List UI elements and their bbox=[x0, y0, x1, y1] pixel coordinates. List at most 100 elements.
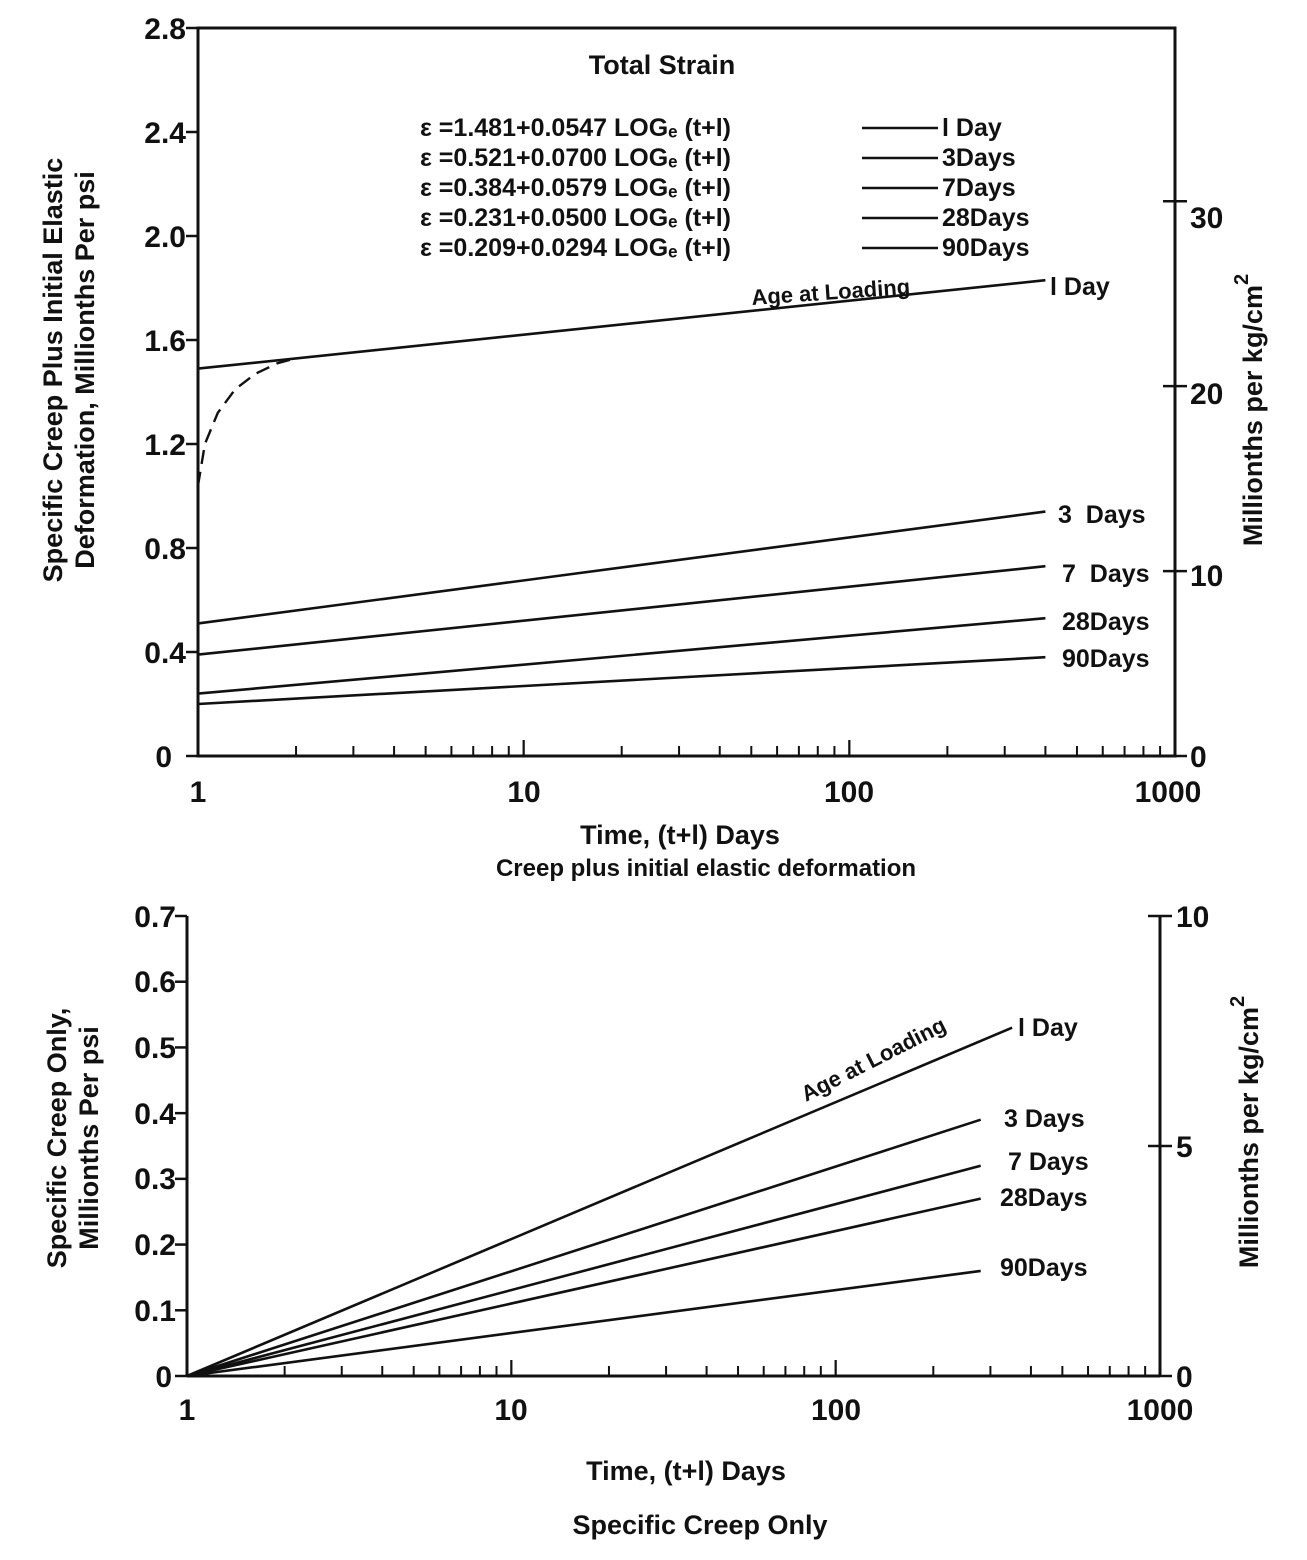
y2-tick-label: 10 bbox=[1176, 901, 1209, 934]
x-axis-title-top: Time, (t+l) Days bbox=[580, 820, 780, 850]
series-label-28-days: 28Days bbox=[1062, 608, 1150, 636]
x-axis-title-bottom: Time, (t+l) Days bbox=[586, 1456, 786, 1486]
series-line-28-days bbox=[197, 616, 1046, 695]
series-line-90-days bbox=[186, 1269, 981, 1378]
y-tick-label: 0 bbox=[155, 741, 172, 774]
legend-label-5: 90Days bbox=[942, 234, 1030, 262]
x-tick-label: 1 bbox=[179, 1394, 196, 1427]
age-at-loading-annotation-top: Age at Loading bbox=[751, 274, 911, 310]
y2-tick-label: 30 bbox=[1190, 202, 1223, 235]
y2-tick-label: 5 bbox=[1176, 1131, 1193, 1164]
y-axis-title-line-1: Specific Creep Only, bbox=[42, 1008, 72, 1269]
series-lines-bottom bbox=[186, 1026, 1013, 1378]
y2-tick-label: 0 bbox=[1176, 1361, 1193, 1394]
x-tick-label: 100 bbox=[811, 1394, 861, 1427]
y-tick-label: 0.1 bbox=[134, 1295, 176, 1328]
y-axis-title-top: Specific Creep Plus Initial Elastic Defo… bbox=[38, 158, 100, 583]
y-tick-label: 2.4 bbox=[144, 117, 186, 150]
series-line-l-day bbox=[197, 278, 1046, 370]
equation-legend: ε =1.481+0.0547 LOGₑ (t+l) ε =0.521+0.07… bbox=[420, 114, 1030, 262]
series-lines-top bbox=[196, 278, 1046, 706]
y2-axis-title: Millionths per kg/cm2 bbox=[1231, 274, 1268, 546]
y-tick-labels-bottom: 0 0.1 0.2 0.3 0.4 0.5 0.6 0.7 bbox=[134, 901, 176, 1394]
y-tick-label: 1.2 bbox=[144, 429, 186, 462]
y-axis-title-bottom: Specific Creep Only, Millionths Per psi bbox=[42, 1008, 104, 1269]
x-tick-label: 1000 bbox=[1127, 1394, 1194, 1427]
y2-tick-label: 0 bbox=[1190, 741, 1207, 774]
series-line-3-days bbox=[197, 510, 1046, 625]
equation-4: ε =0.231+0.0500 LOGₑ (t+l) bbox=[420, 204, 731, 232]
y-tick-label: 0 bbox=[155, 1361, 172, 1394]
equation-3: ε =0.384+0.0579 LOGₑ (t+l) bbox=[420, 174, 731, 202]
caption-top: Creep plus initial elastic deformation bbox=[496, 855, 916, 882]
y-tick-label: 0.7 bbox=[134, 901, 176, 934]
y2-tick-labels-top: 0 10 20 30 bbox=[1190, 202, 1223, 774]
series-label-1-day: l Day bbox=[1050, 273, 1110, 301]
legend-label-1: l Day bbox=[942, 114, 1002, 142]
y-axis-title-line-1: Specific Creep Plus Initial Elastic bbox=[38, 158, 68, 583]
y-tick-label: 0.2 bbox=[134, 1229, 176, 1262]
legend-label-4: 28Days bbox=[942, 204, 1030, 232]
x-tick-label: 100 bbox=[824, 776, 874, 809]
caption-bottom: Specific Creep Only bbox=[572, 1510, 827, 1540]
series-label-3-days: 3 Days bbox=[1058, 501, 1146, 529]
age-at-loading-annotation-bottom: Age at Loading bbox=[797, 1012, 950, 1106]
series-labels-bottom: l Day 3 Days 7 Days 28Days 90Days bbox=[1000, 1014, 1089, 1282]
x-tick-labels-bottom: 1 10 100 1000 bbox=[179, 1394, 1194, 1427]
y2-axis-title-text: Millionths per kg/cm bbox=[1234, 1007, 1264, 1268]
tick-marks-bottom bbox=[175, 914, 1172, 1378]
series-label-1-day: l Day bbox=[1018, 1014, 1078, 1042]
y-axis-title-line-2: Millionths Per psi bbox=[74, 1026, 104, 1250]
y2-axis-title-text: Millionths per kg/cm bbox=[1238, 285, 1268, 546]
equation-5: ε =0.209+0.0294 LOGₑ (t+l) bbox=[420, 234, 731, 262]
series-line-7-days bbox=[197, 564, 1046, 656]
series-line-28-days bbox=[186, 1197, 981, 1378]
y-tick-label: 0.8 bbox=[144, 533, 186, 566]
x-tick-label: 10 bbox=[507, 776, 540, 809]
series-line-3-days bbox=[186, 1118, 982, 1378]
legend-label-3: 7Days bbox=[942, 174, 1016, 202]
x-tick-label: 10 bbox=[494, 1394, 527, 1427]
series-line-90-days bbox=[197, 655, 1046, 706]
equation-2: ε =0.521+0.0700 LOGₑ (t+l) bbox=[420, 144, 731, 172]
series-label-7-days: 7 Days bbox=[1008, 1148, 1089, 1176]
plot-frame-top bbox=[196, 26, 1177, 758]
series-line-l-day bbox=[186, 1026, 1013, 1378]
chart-top: 0 0.4 0.8 1.2 1.6 2.0 2.4 2.8 0 10 20 30… bbox=[38, 13, 1268, 882]
tick-marks-top bbox=[186, 26, 1187, 758]
y-tick-label: 2.0 bbox=[144, 221, 186, 254]
y-tick-labels-top: 0 0.4 0.8 1.2 1.6 2.0 2.4 2.8 bbox=[144, 13, 186, 774]
chart-title-top: Total Strain bbox=[589, 50, 736, 80]
legend-label-2: 3Days bbox=[942, 144, 1016, 172]
initial-elastic-dashed-curve bbox=[196, 357, 297, 486]
y2-tick-labels-bottom: 0 5 10 bbox=[1176, 901, 1209, 1394]
series-label-3-days: 3 Days bbox=[1004, 1105, 1085, 1133]
y-tick-label: 0.4 bbox=[144, 637, 186, 670]
series-label-90-days: 90Days bbox=[1000, 1254, 1088, 1282]
y2-axis-title: Millionths per kg/cm2 bbox=[1227, 996, 1264, 1268]
y-tick-label: 0.6 bbox=[134, 966, 176, 999]
y-tick-label: 1.6 bbox=[144, 325, 186, 358]
x-tick-labels-top: 1 10 100 1000 bbox=[190, 776, 1202, 809]
y-axis-title-line-2: Deformation, Millionths Per psi bbox=[70, 171, 100, 569]
y-tick-label: 0.3 bbox=[134, 1163, 176, 1196]
x-tick-label: 1 bbox=[190, 776, 207, 809]
y2-axis-title-sup: 2 bbox=[1231, 274, 1253, 285]
x-tick-label: 1000 bbox=[1135, 776, 1202, 809]
equation-1: ε =1.481+0.0547 LOGₑ (t+l) bbox=[420, 114, 731, 142]
chart-bottom: 0 0.1 0.2 0.3 0.4 0.5 0.6 0.7 0 5 10 1 1… bbox=[42, 901, 1264, 1540]
y2-tick-label: 20 bbox=[1190, 378, 1223, 411]
y-tick-label: 0.4 bbox=[134, 1098, 176, 1131]
y2-tick-label: 10 bbox=[1190, 560, 1223, 593]
series-label-90-days: 90Days bbox=[1062, 645, 1150, 673]
series-labels-top: l Day 3 Days 7 Days 28Days 90Days bbox=[1050, 273, 1150, 673]
y-tick-label: 2.8 bbox=[144, 13, 186, 46]
y2-axis-title-bottom: Millionths per kg/cm2 bbox=[1227, 996, 1264, 1268]
y2-axis-title-top: Millionths per kg/cm2 bbox=[1231, 274, 1268, 546]
y-tick-label: 0.5 bbox=[134, 1032, 176, 1065]
y2-axis-title-sup: 2 bbox=[1227, 996, 1249, 1007]
series-line-7-days bbox=[186, 1164, 982, 1378]
series-label-7-days: 7 Days bbox=[1062, 560, 1150, 588]
series-label-28-days: 28Days bbox=[1000, 1184, 1088, 1212]
